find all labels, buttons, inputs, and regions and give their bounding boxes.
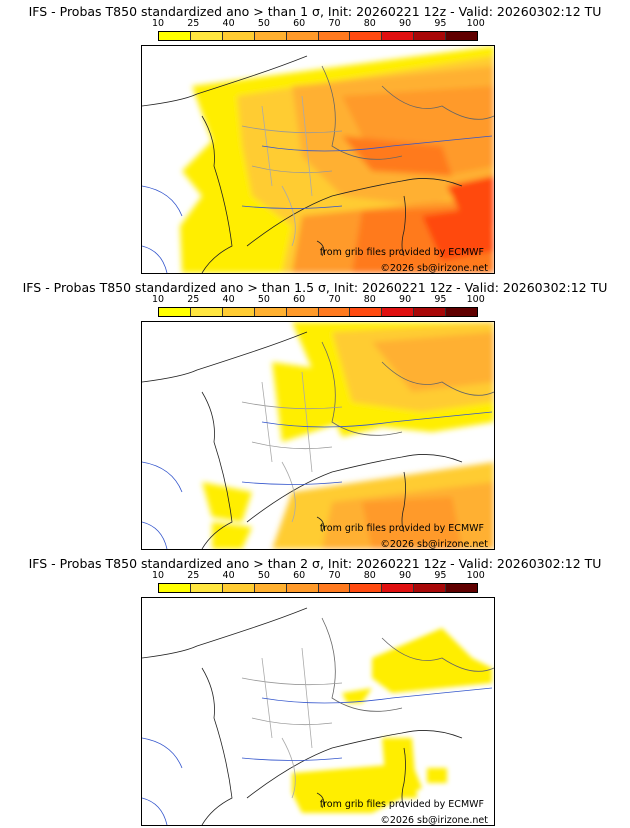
colorbar-labels: 10 25 40 50 60 70 80 90 95 100 (140, 570, 490, 581)
colorbar-label: 10 (151, 18, 165, 29)
colorbar-label: 70 (328, 570, 341, 581)
colorbar (158, 307, 478, 317)
colorbar-label: 50 (257, 294, 270, 305)
colorbar-swatch (446, 584, 478, 592)
colorbar-swatch (286, 32, 319, 40)
copyright-credit: ©2026 sb@irizone.net (380, 263, 488, 274)
colorbar-swatch (446, 32, 478, 40)
colorbar-label: 90 (399, 18, 412, 29)
map-borders (142, 331, 494, 549)
colorbar-label: 95 (434, 570, 447, 581)
copyright-credit: ©2026 sb@irizone.net (380, 539, 488, 550)
colorbar-swatch (222, 308, 255, 316)
map-panel-2sigma: IFS - Probas T850 standardized ano > tha… (0, 552, 630, 828)
panel-title: IFS - Probas T850 standardized ano > tha… (22, 280, 608, 295)
colorbar-label: 25 (187, 18, 200, 29)
colorbar-label: 80 (363, 570, 376, 581)
colorbar-label: 70 (328, 294, 341, 305)
colorbar-swatch (414, 308, 447, 316)
colorbar-swatch (222, 584, 255, 592)
probability-map (141, 597, 495, 826)
colorbar-swatch (414, 32, 447, 40)
colorbar-swatch (350, 308, 383, 316)
colorbar-swatch (414, 584, 447, 592)
colorbar-swatch (382, 32, 415, 40)
probability-field (202, 322, 494, 549)
colorbar-label: 40 (222, 570, 235, 581)
colorbar-swatch (286, 308, 319, 316)
colorbar-labels: 10 25 40 50 60 70 80 90 95 100 (140, 294, 490, 305)
colorbar-label: 95 (434, 294, 447, 305)
colorbar-label: 60 (293, 570, 306, 581)
colorbar-label: 95 (434, 18, 447, 29)
colorbar-swatch (318, 308, 351, 316)
colorbar (158, 31, 478, 41)
map-panel-1-5sigma: IFS - Probas T850 standardized ano > tha… (0, 276, 630, 552)
colorbar-label: 25 (187, 294, 200, 305)
colorbar-label: 100 (466, 570, 485, 581)
colorbar-label: 40 (222, 18, 235, 29)
colorbar-swatch (159, 584, 191, 592)
map-borders (142, 55, 494, 273)
copyright-credit: ©2026 sb@irizone.net (380, 815, 488, 826)
colorbar-swatch (254, 308, 287, 316)
colorbar-label: 100 (466, 18, 485, 29)
probability-map (141, 45, 495, 274)
colorbar-label: 100 (466, 294, 485, 305)
colorbar-label: 60 (293, 294, 306, 305)
colorbar-swatch (254, 32, 287, 40)
colorbar-label: 40 (222, 294, 235, 305)
colorbar-swatch (254, 584, 287, 592)
probability-map (141, 321, 495, 550)
probability-field (292, 628, 492, 813)
source-credit: from grib files provided by ECMWF (319, 523, 484, 534)
colorbar-label: 50 (257, 18, 270, 29)
colorbar-swatch (286, 584, 319, 592)
colorbar-label: 90 (399, 570, 412, 581)
colorbar-swatch (446, 308, 478, 316)
probability-field (180, 46, 494, 273)
colorbar-swatch (159, 32, 191, 40)
colorbar-swatch (159, 308, 191, 316)
colorbar-swatch (190, 308, 223, 316)
panel-title: IFS - Probas T850 standardized ano > tha… (28, 4, 602, 19)
map-borders (142, 607, 494, 825)
colorbar-swatch (190, 32, 223, 40)
colorbar-label: 10 (151, 294, 165, 305)
colorbar-label: 60 (293, 18, 306, 29)
colorbar-swatch (382, 584, 415, 592)
colorbar-swatch (382, 308, 415, 316)
colorbar (158, 583, 478, 593)
colorbar-label: 90 (399, 294, 412, 305)
source-credit: from grib files provided by ECMWF (319, 247, 484, 258)
colorbar-label: 80 (363, 18, 376, 29)
source-credit: from grib files provided by ECMWF (319, 799, 484, 810)
colorbar-swatch (222, 32, 255, 40)
colorbar-label: 10 (151, 570, 165, 581)
colorbar-swatch (190, 584, 223, 592)
colorbar-labels: 10 25 40 50 60 70 80 90 95 100 (140, 18, 490, 29)
colorbar-label: 70 (328, 18, 341, 29)
colorbar-label: 80 (363, 294, 376, 305)
colorbar-swatch (318, 584, 351, 592)
colorbar-label: 50 (257, 570, 270, 581)
colorbar-swatch (350, 584, 383, 592)
colorbar-swatch (318, 32, 351, 40)
map-panel-1sigma: IFS - Probas T850 standardized ano > tha… (0, 0, 630, 276)
colorbar-label: 25 (187, 570, 200, 581)
panel-title: IFS - Probas T850 standardized ano > tha… (28, 556, 602, 571)
colorbar-swatch (350, 32, 383, 40)
